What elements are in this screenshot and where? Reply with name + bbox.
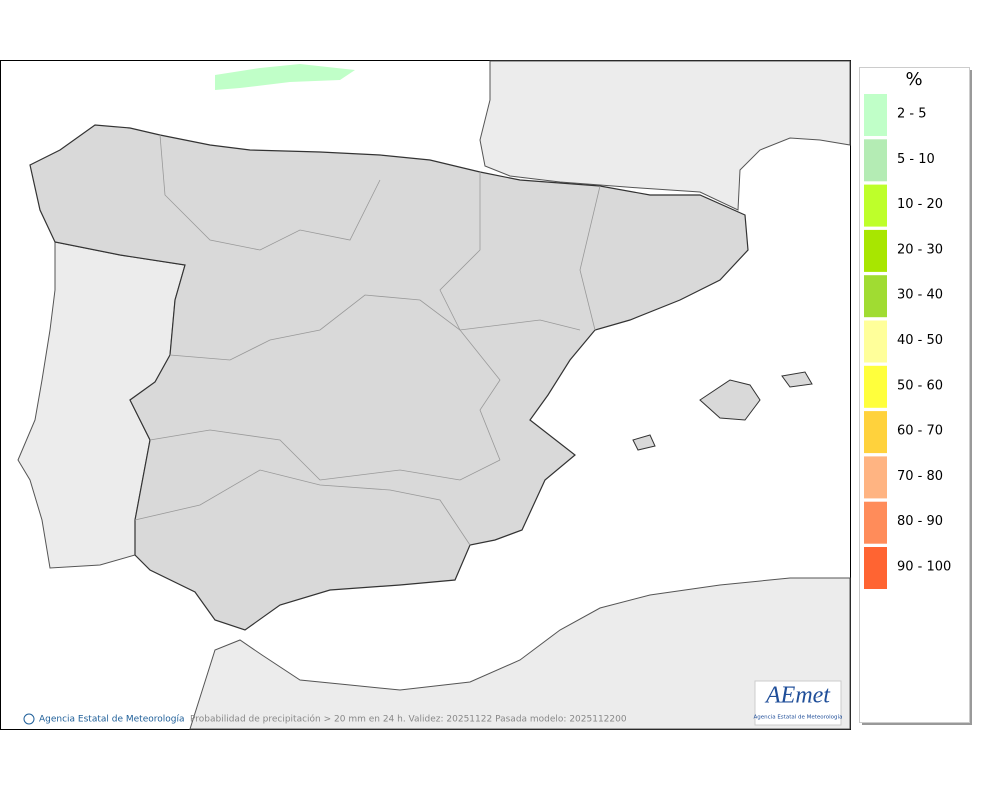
legend-swatch (864, 275, 887, 318)
legend-label: 20 - 30 (897, 242, 943, 257)
region-borders (134, 134, 601, 546)
legend-label: 40 - 50 (897, 333, 943, 348)
legend-swatch (864, 547, 887, 589)
legend-label: 70 - 80 (897, 469, 943, 484)
legend-label: 50 - 60 (897, 378, 943, 393)
legend-swatch (864, 320, 887, 363)
legend-swatch (864, 94, 887, 136)
legend-swatch (864, 365, 887, 408)
legend-swatch (864, 184, 887, 227)
copyright-icon (23, 713, 35, 725)
ibiza (632, 434, 656, 451)
legend-label: 30 - 40 (897, 288, 943, 303)
legend-label: 80 - 90 (897, 514, 943, 529)
legend-swatch (864, 456, 887, 499)
logo-name: AEmet (764, 683, 831, 709)
menorca (781, 371, 813, 388)
logo-subtitle: Agencia Estatal de Meteorología (754, 714, 843, 721)
legend-label: 60 - 70 (897, 424, 943, 439)
france (479, 60, 851, 211)
spain (29, 124, 749, 631)
map: Agencia Estatal de Meteorología Probabil… (0, 60, 851, 730)
legend-swatch (864, 501, 887, 544)
copyright-text: Agencia Estatal de Meteorología (39, 715, 185, 725)
caption: Probabilidad de precipitación > 20 mm en… (190, 714, 627, 725)
mallorca (699, 379, 761, 421)
africa (189, 577, 851, 730)
legend-label: 5 - 10 (897, 152, 935, 167)
probability-area (215, 64, 355, 90)
legend-swatch (864, 229, 887, 272)
legend-title: % (905, 69, 922, 90)
legend-swatch (864, 139, 887, 182)
legend: % 2 - 5 5 - 10 10 - 20 20 - 30 30 - 40 40 - 5… (859, 67, 972, 725)
legend-label: 2 - 5 (897, 107, 927, 122)
legend-swatch (864, 411, 887, 454)
legend-label: 90 - 100 (897, 560, 951, 575)
logo-box (754, 680, 842, 726)
legend-label: 10 - 20 (897, 197, 943, 212)
